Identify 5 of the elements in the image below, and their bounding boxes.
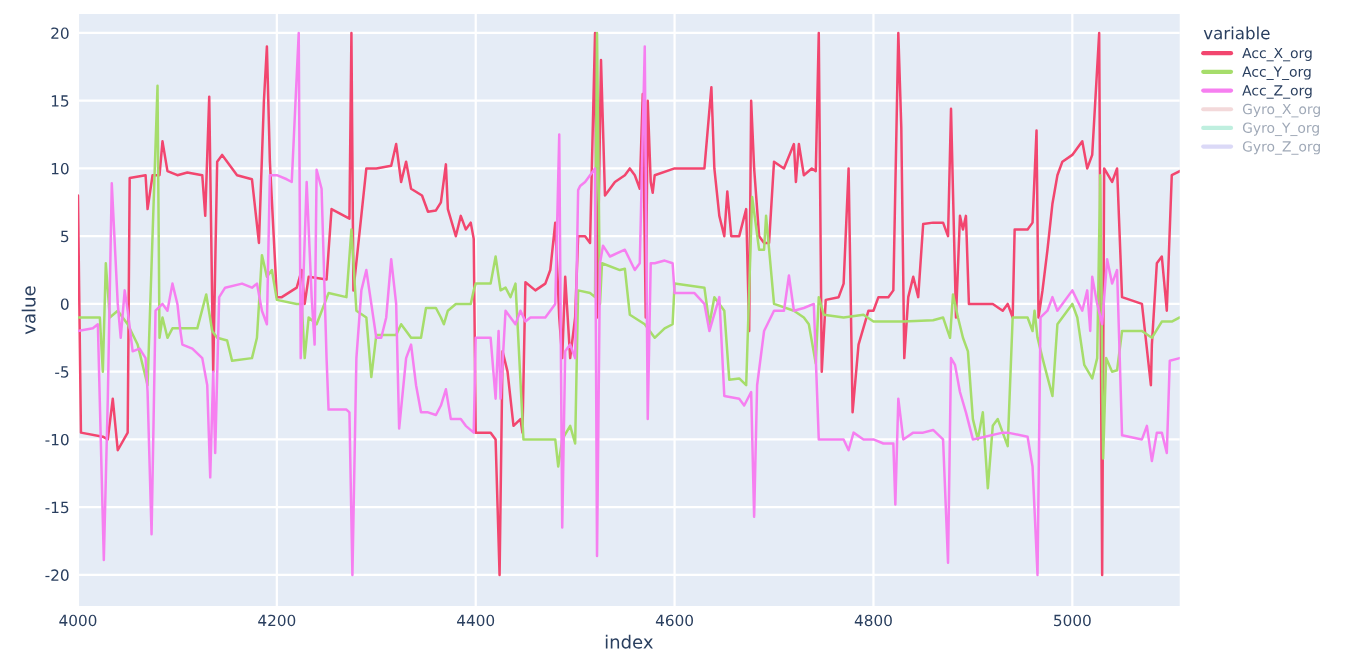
x-axis-title: index <box>605 634 653 649</box>
legend-title: variable <box>1203 26 1270 40</box>
y-axis-title: value <box>21 286 36 335</box>
line-series <box>77 31 1180 577</box>
line-series <box>77 31 1180 490</box>
